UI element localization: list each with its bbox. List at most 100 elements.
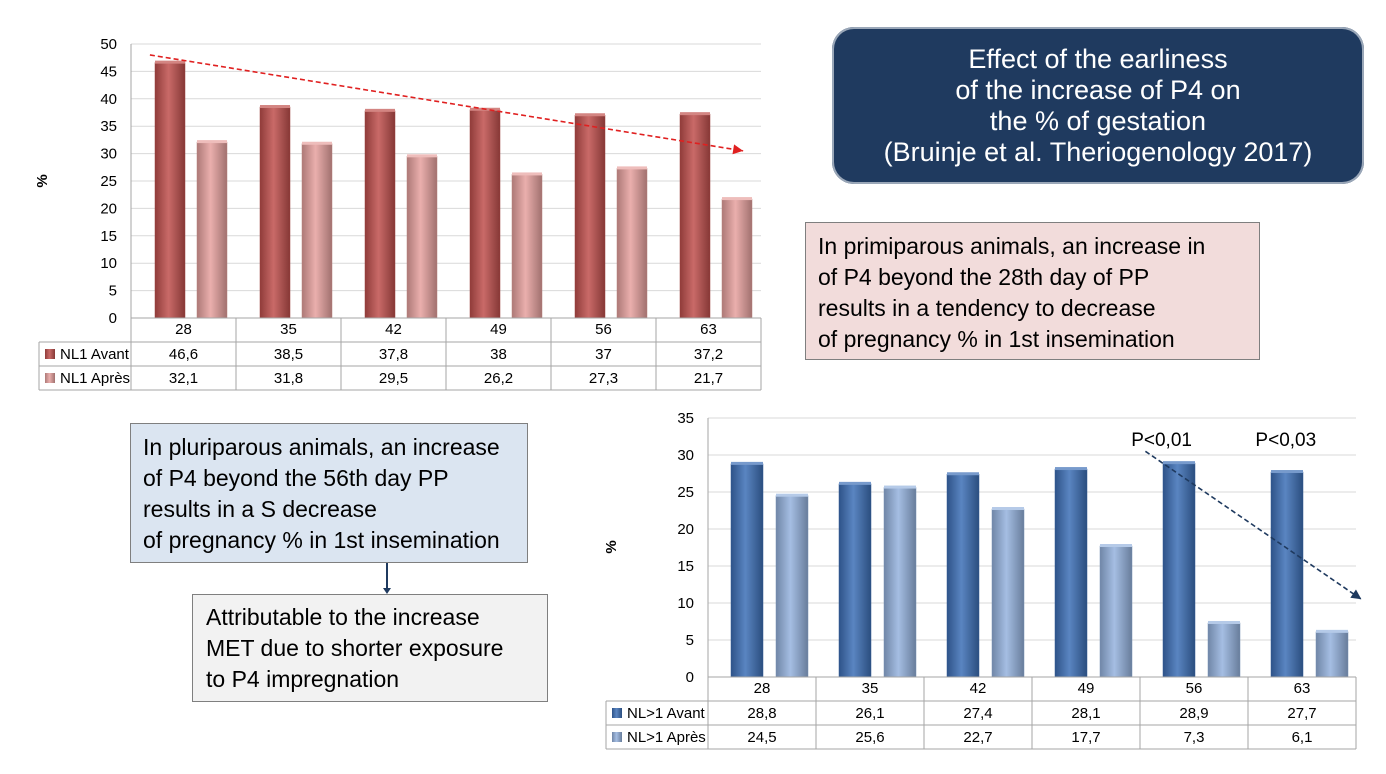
- bar-cap: [776, 493, 808, 497]
- y-tick-label: 20: [677, 521, 694, 538]
- bar: [1054, 468, 1088, 678]
- data-label: 32,1: [169, 370, 198, 387]
- data-label: 17,7: [1071, 729, 1100, 746]
- note-line: In primiparous animals, an increase in: [818, 233, 1206, 259]
- data-label: 27,4: [963, 705, 992, 722]
- bar-cap: [1271, 470, 1303, 474]
- data-label: 27,7: [1287, 705, 1316, 722]
- category-label: 28: [175, 321, 192, 338]
- bar: [991, 508, 1025, 678]
- y-axis-label: %: [34, 174, 51, 187]
- primiparous-note: In primiparous animals, an increase in o…: [805, 222, 1260, 360]
- data-label: 31,8: [274, 370, 303, 387]
- primiparous-bar-chart: 0 5 10 15 20 25 30 35 40 45 50% 28 35 42 49 56 63 NL1 Ava…: [34, 36, 762, 391]
- legend-swatch: [612, 708, 622, 718]
- bar-cap: [365, 108, 395, 112]
- y-tick-label: 50: [100, 36, 117, 53]
- bar-cap: [197, 140, 227, 144]
- data-label: 24,5: [747, 729, 776, 746]
- y-tick-label: 35: [100, 118, 117, 135]
- title-line: the % of gestation: [989, 105, 1207, 136]
- bar: [1162, 462, 1196, 678]
- bar-cap: [575, 113, 605, 117]
- attributable-note: Attributable to the increase MET due to …: [192, 594, 548, 702]
- connector-line: [386, 563, 388, 591]
- bar: [1099, 545, 1133, 678]
- data-label: 7,3: [1184, 729, 1205, 746]
- legend-swatch: [45, 373, 55, 383]
- title-box: Effect of the earliness of the increase …: [832, 27, 1364, 184]
- data-label: 26,1: [855, 705, 884, 722]
- category-label: 63: [700, 321, 717, 338]
- bar: [301, 143, 333, 319]
- bar: [838, 483, 872, 678]
- significance-label: P<0,03: [1255, 430, 1316, 451]
- category-label: 42: [970, 680, 987, 697]
- legend-label: NL1 Après: [60, 370, 130, 387]
- category-label: 49: [1078, 680, 1095, 697]
- bar-cap: [617, 166, 647, 170]
- data-label: 6,1: [1292, 729, 1313, 746]
- note-line: MET due to shorter exposure: [206, 635, 504, 661]
- bar: [721, 198, 753, 319]
- data-label: 38,5: [274, 346, 303, 363]
- legend-label: NL>1 Après: [627, 729, 706, 746]
- category-label: 56: [1186, 680, 1203, 697]
- y-axis-label: %: [603, 540, 620, 553]
- bar: [679, 113, 711, 319]
- data-label: 37: [595, 346, 612, 363]
- data-label: 38: [490, 346, 507, 363]
- note-line: results in a tendency to decrease: [818, 295, 1156, 321]
- bar-cap: [1100, 544, 1132, 548]
- bar-cap: [884, 485, 916, 489]
- trend-arrowhead: [732, 144, 744, 155]
- note-line: Attributable to the increase: [206, 604, 480, 630]
- y-tick-label: 15: [100, 228, 117, 245]
- note-line: of pregnancy % in 1st insemination: [143, 527, 500, 553]
- bar: [775, 495, 809, 678]
- y-tick-label: 25: [677, 484, 694, 501]
- note-line: results in a S decrease: [143, 496, 377, 522]
- y-tick-label: 25: [100, 173, 117, 190]
- bar: [1315, 631, 1349, 678]
- y-tick-label: 30: [677, 447, 694, 464]
- significance-label: P<0,01: [1131, 430, 1192, 451]
- bar: [1270, 471, 1304, 678]
- y-tick-label: 0: [109, 310, 117, 327]
- bar-cap: [1163, 461, 1195, 465]
- trend-arrow: [149, 54, 744, 152]
- note-line: In pluriparous animals, an increase: [143, 434, 500, 460]
- bar: [469, 109, 501, 319]
- data-label: 29,5: [379, 370, 408, 387]
- category-label: 49: [490, 321, 507, 338]
- bar-cap: [260, 105, 290, 109]
- note-line: to P4 impregnation: [206, 666, 400, 692]
- y-tick-label: 5: [686, 632, 694, 649]
- data-label: 46,6: [169, 346, 198, 363]
- title-line: (Bruinje et al. Theriogenology 2017): [883, 136, 1313, 167]
- title-line: of the increase of P4 on: [955, 74, 1241, 105]
- connector-arrowhead: [383, 588, 391, 594]
- y-tick-label: 35: [677, 410, 694, 427]
- legend-swatch: [612, 732, 622, 742]
- data-label: 26,2: [484, 370, 513, 387]
- category-label: 35: [280, 321, 297, 338]
- data-label: 37,8: [379, 346, 408, 363]
- bar-cap: [722, 197, 752, 201]
- category-label: 63: [1294, 680, 1311, 697]
- bar-cap: [512, 172, 542, 176]
- y-tick-label: 30: [100, 146, 117, 163]
- bar: [511, 174, 543, 319]
- note-line: of pregnancy % in 1st insemination: [818, 326, 1175, 352]
- bar: [730, 463, 764, 678]
- legend-label: NL>1 Avant: [627, 705, 706, 722]
- category-label: 28: [754, 680, 771, 697]
- legend-label: NL1 Avant: [60, 346, 130, 363]
- y-tick-label: 40: [100, 91, 117, 108]
- y-tick-label: 10: [677, 595, 694, 612]
- bar-cap: [1208, 620, 1240, 624]
- category-label: 35: [862, 680, 879, 697]
- y-tick-label: 45: [100, 63, 117, 80]
- data-label: 25,6: [855, 729, 884, 746]
- bar-cap: [407, 154, 437, 158]
